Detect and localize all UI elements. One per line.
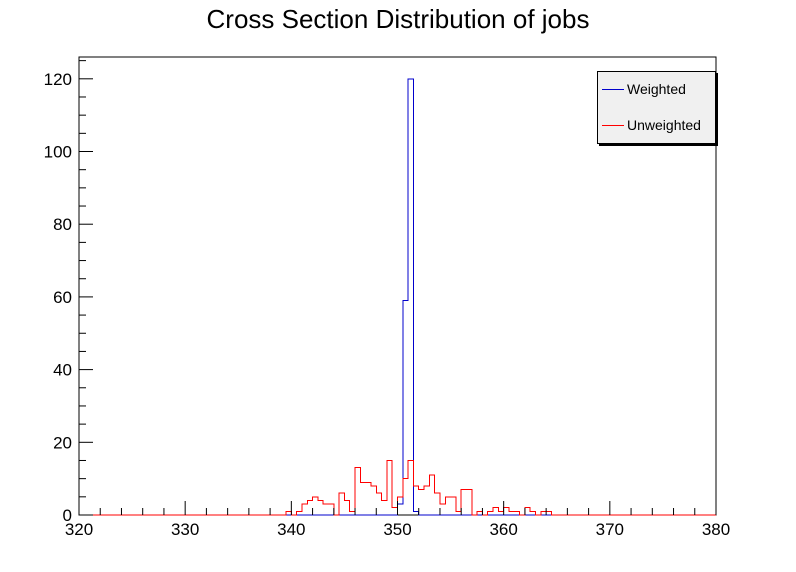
unweighted-bin (467, 490, 472, 515)
unweighted-bin (297, 511, 302, 515)
unweighted-bin (504, 508, 509, 515)
y-tick-label: 40 (53, 361, 72, 380)
y-tick-label: 20 (53, 433, 72, 452)
unweighted-bin (403, 479, 408, 515)
x-tick-label: 330 (171, 520, 199, 539)
y-tick-label: 80 (53, 215, 72, 234)
unweighted-bin (344, 500, 349, 515)
x-tick-label: 350 (383, 520, 411, 539)
legend-swatch-weighted (602, 88, 624, 90)
legend-swatch-unweighted (602, 124, 624, 126)
unweighted-bin (435, 493, 440, 515)
unweighted-bin (477, 511, 482, 515)
unweighted-bin (514, 511, 519, 515)
unweighted-bin (541, 511, 546, 515)
x-tick-label: 380 (702, 520, 730, 539)
unweighted-bin (371, 486, 376, 515)
unweighted-bin (456, 511, 461, 515)
unweighted-bin (392, 508, 397, 515)
unweighted-bin (398, 497, 403, 515)
unweighted-bin (318, 500, 323, 515)
x-tick-label: 320 (65, 520, 93, 539)
unweighted-bin (509, 511, 514, 515)
unweighted-bin (419, 490, 424, 515)
unweighted-bin (323, 504, 328, 515)
unweighted-bin (286, 511, 291, 515)
unweighted-bin (328, 504, 333, 515)
unweighted-bin (302, 504, 307, 515)
unweighted-bin (376, 493, 381, 515)
unweighted-bin (493, 508, 498, 515)
x-tick-label: 370 (596, 520, 624, 539)
unweighted-bin (382, 500, 387, 515)
chart-title: Cross Section Distribution of jobs (206, 4, 590, 34)
unweighted-bin (424, 486, 429, 515)
unweighted-bin (488, 511, 493, 515)
unweighted-bin (498, 511, 503, 515)
unweighted-bin (307, 500, 312, 515)
y-axis: 0 20 40 60 80 100 120 (44, 60, 93, 525)
y-tick-label: 120 (44, 70, 72, 89)
unweighted-bin (546, 511, 551, 515)
unweighted-bin (525, 508, 530, 515)
unweighted-bin (440, 504, 445, 515)
unweighted-bin (408, 460, 413, 515)
unweighted-bin (387, 460, 392, 515)
unweighted-bin (530, 511, 535, 515)
unweighted-bin (355, 468, 360, 515)
legend-entry-weighted: Weighted (602, 80, 686, 98)
unweighted-bin (451, 497, 456, 515)
y-tick-label: 0 (63, 506, 72, 525)
x-tick-label: 340 (277, 520, 305, 539)
x-axis: 320 330 340 350 360 370 380 (65, 501, 730, 539)
unweighted-bin (429, 475, 434, 515)
unweighted-bin (366, 482, 371, 515)
unweighted-bin (313, 497, 318, 515)
unweighted-bin (360, 482, 365, 515)
legend-label-unweighted: Unweighted (627, 117, 701, 133)
unweighted-bin (461, 490, 466, 515)
unweighted-bin (339, 493, 344, 515)
x-tick-label: 360 (489, 520, 517, 539)
unweighted-bin (445, 497, 450, 515)
legend-label-weighted: Weighted (627, 81, 686, 97)
y-tick-label: 60 (53, 288, 72, 307)
unweighted-bin (350, 511, 355, 515)
unweighted-bin (413, 486, 418, 515)
legend: Weighted Unweighted (597, 71, 716, 144)
legend-entry-unweighted: Unweighted (602, 116, 701, 134)
weighted-bin (408, 79, 413, 515)
y-tick-label: 100 (44, 143, 72, 162)
